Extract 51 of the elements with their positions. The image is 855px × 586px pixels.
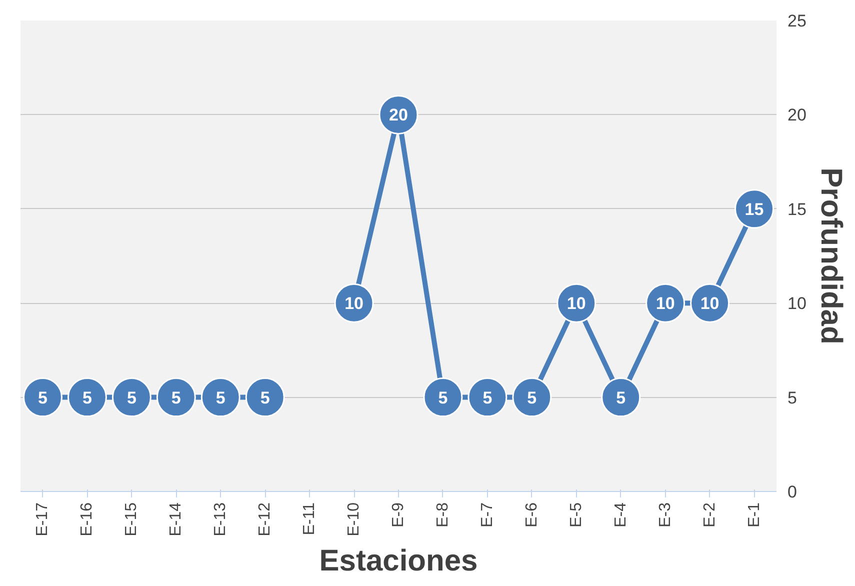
- x-tick-label: E-7: [478, 502, 496, 528]
- x-tick-label: E-14: [168, 502, 185, 536]
- y-tick-label: 15: [788, 200, 806, 219]
- point: [200, 378, 240, 418]
- point: [67, 378, 107, 418]
- y-tick-label: 10: [788, 294, 806, 314]
- y-axis-title: Profundidad: [814, 168, 848, 344]
- data-label: 10: [344, 294, 364, 314]
- data-label: 10: [656, 294, 675, 314]
- x-tick-label: E-10: [346, 502, 363, 536]
- x-tick-label: E-1: [746, 502, 763, 528]
- data-label: 5: [616, 388, 626, 408]
- y-tick-label: 20: [788, 106, 806, 125]
- data-label: 5: [438, 388, 448, 408]
- x-tick-label: E-16: [78, 502, 96, 536]
- x-tick-label: E-3: [656, 502, 674, 528]
- data-label: 5: [126, 388, 136, 408]
- x-axis-title: Estaciones: [319, 544, 478, 578]
- x-tick-label: E-2: [701, 502, 718, 528]
- x-tick-label: E-5: [568, 502, 585, 528]
- y-tick-label: 25: [788, 12, 806, 30]
- point: [245, 378, 285, 418]
- point: [156, 378, 196, 418]
- data-label: 5: [260, 388, 270, 408]
- data-label: 5: [82, 388, 92, 408]
- x-tick-label: E-8: [434, 502, 452, 528]
- data-label: 5: [527, 388, 537, 408]
- x-tick-label: E-6: [523, 502, 540, 528]
- x-tick-label: E-12: [256, 502, 274, 536]
- x-tick-label: E-4: [612, 502, 630, 528]
- point: [22, 378, 62, 418]
- point: [601, 378, 641, 418]
- x-tick-label: E-15: [123, 502, 140, 536]
- data-label: 15: [744, 200, 764, 219]
- point: [468, 378, 508, 418]
- data-label: 5: [38, 388, 48, 408]
- x-tick-label: E-9: [390, 502, 407, 528]
- data-label: 5: [171, 388, 181, 408]
- x-tick-label: E-17: [34, 502, 52, 536]
- x-tick-label: E-13: [212, 502, 230, 536]
- data-label: 10: [566, 294, 586, 314]
- y-tick-label: 5: [788, 388, 797, 408]
- x-tick-label: E-11: [301, 502, 318, 536]
- point: [423, 378, 463, 418]
- data-label: 5: [482, 388, 492, 408]
- point: [112, 378, 152, 418]
- data-label: 20: [389, 106, 408, 125]
- y-tick-label: 0: [788, 482, 797, 502]
- data-label: 5: [216, 388, 226, 408]
- data-label: 10: [700, 294, 720, 314]
- point: [512, 378, 552, 418]
